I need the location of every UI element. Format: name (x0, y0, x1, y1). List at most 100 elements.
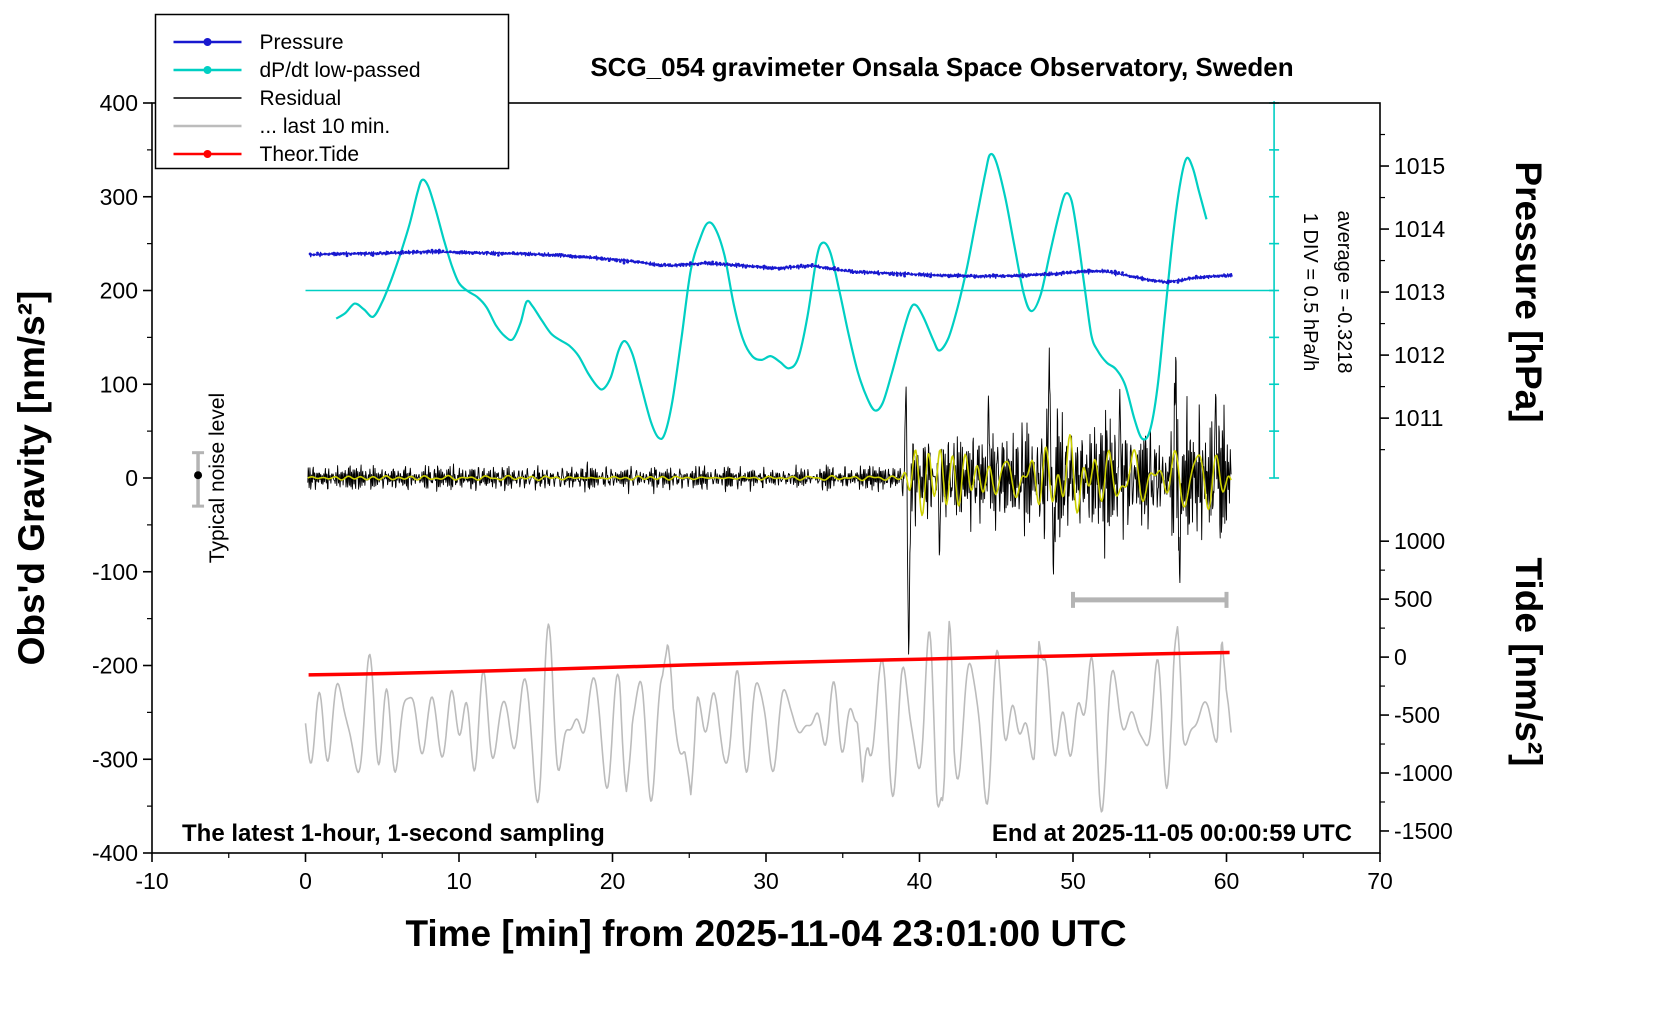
marker-dot (925, 274, 929, 277)
marker-dot (914, 273, 918, 277)
marker-dot (1165, 281, 1169, 284)
marker-dot (766, 267, 770, 270)
tide-tick-label: 1000 (1394, 528, 1445, 554)
marker-dot (703, 260, 707, 264)
marker-dot (984, 274, 988, 277)
div-scale-annotation: 1 DIV = 0.5 hPa/h (1299, 213, 1321, 371)
marker-dot (349, 253, 353, 256)
legend-label: dP/dt low-passed (260, 59, 421, 82)
tide-tick-label: -500 (1394, 702, 1440, 728)
marker-dot (1043, 271, 1047, 275)
marker-dot (308, 252, 312, 256)
marker-dot (534, 253, 537, 257)
marker-dot (485, 250, 489, 254)
marker-dot (726, 262, 729, 266)
marker-dot (1209, 275, 1213, 278)
legend-marker-dot (203, 38, 212, 46)
marker-dot (375, 252, 378, 256)
marker-dot (589, 256, 593, 259)
marker-dot (755, 264, 759, 268)
x-tick-label: 30 (753, 868, 779, 894)
marker-dot (888, 273, 892, 276)
marker-dot (1202, 276, 1206, 280)
marker-dot (1224, 275, 1228, 278)
marker-dot (1087, 268, 1091, 272)
marker-dot (995, 273, 999, 277)
marker-dot (762, 264, 766, 268)
marker-dot (489, 252, 493, 256)
marker-dot (415, 249, 419, 253)
marker-dot (881, 271, 884, 275)
marker-dot (323, 252, 327, 256)
pressure-tick-label: 1015 (1394, 153, 1445, 179)
marker-dot (463, 251, 467, 255)
pressure-tick-label: 1014 (1394, 216, 1445, 242)
marker-dot (530, 253, 534, 256)
marker-dot (1161, 280, 1165, 284)
marker-dot (356, 251, 360, 255)
marker-dot (441, 249, 445, 253)
marker-dot (537, 252, 541, 256)
marker-dot (1121, 271, 1124, 274)
marker-dot (1047, 273, 1050, 277)
marker-dot (316, 251, 319, 255)
marker-dot (522, 252, 526, 255)
marker-dot (714, 261, 718, 265)
marker-dot (1017, 274, 1021, 278)
marker-dot (622, 261, 626, 265)
marker-dot (408, 251, 412, 254)
marker-dot (341, 252, 345, 255)
marker-dot (389, 251, 393, 254)
marker-dot (1095, 269, 1098, 273)
marker-dot (445, 250, 449, 254)
marker-dot (1010, 275, 1014, 278)
marker-dot (1124, 273, 1128, 277)
x-tick-label: 0 (299, 868, 312, 894)
marker-dot (330, 252, 334, 256)
marker-dot (947, 275, 951, 279)
pressure-tick-label: 1013 (1394, 279, 1445, 305)
marker-dot (877, 272, 881, 276)
marker-dot (559, 253, 563, 256)
marker-dot (840, 268, 844, 272)
marker-dot (1025, 274, 1028, 278)
marker-dot (988, 274, 991, 277)
marker-dot (847, 268, 851, 272)
marker-dot (858, 270, 862, 273)
marker-dot (1028, 273, 1032, 277)
marker-dot (873, 271, 877, 275)
gravity-tick-label: 100 (100, 371, 138, 397)
series-theoretical-tide (308, 650, 1230, 677)
marker-dot (556, 253, 559, 256)
marker-dot (903, 274, 906, 278)
marker-dot (474, 250, 478, 254)
marker-dot (382, 251, 386, 255)
x-tick-label: 70 (1367, 868, 1393, 894)
marker-dot (969, 273, 973, 277)
marker-dot (1106, 269, 1110, 273)
marker-dot (1169, 280, 1172, 283)
marker-dot (796, 264, 799, 268)
marker-dot (574, 255, 578, 259)
marker-dot (851, 271, 855, 274)
marker-dot (748, 264, 751, 268)
marker-dot (844, 268, 847, 272)
marker-dot (663, 262, 666, 266)
marker-dot (648, 262, 652, 266)
marker-dot (700, 261, 703, 265)
end-time-note: End at 2025-11-05 00:00:59 UTC (992, 820, 1352, 847)
marker-dot (733, 264, 737, 267)
marker-dot (633, 260, 637, 264)
marker-dot (393, 250, 397, 254)
legend-frame (154, 13, 510, 170)
marker-dot (1076, 269, 1080, 273)
tide-tick-label: -1000 (1394, 760, 1453, 786)
legend-item-dp-dt-low-passed: dP/dt low-passed (173, 59, 421, 82)
marker-dot (437, 248, 441, 252)
x-tick-label: 50 (1060, 868, 1086, 894)
plot-frame-and-ticks: -10 0 10 20 30 40 50 60 70-400-300-200-100010020… (92, 90, 1453, 894)
marker-dot (426, 249, 430, 253)
marker-dot (870, 270, 873, 274)
gravity-tick-label: -200 (92, 653, 138, 679)
marker-dot (1220, 274, 1224, 278)
